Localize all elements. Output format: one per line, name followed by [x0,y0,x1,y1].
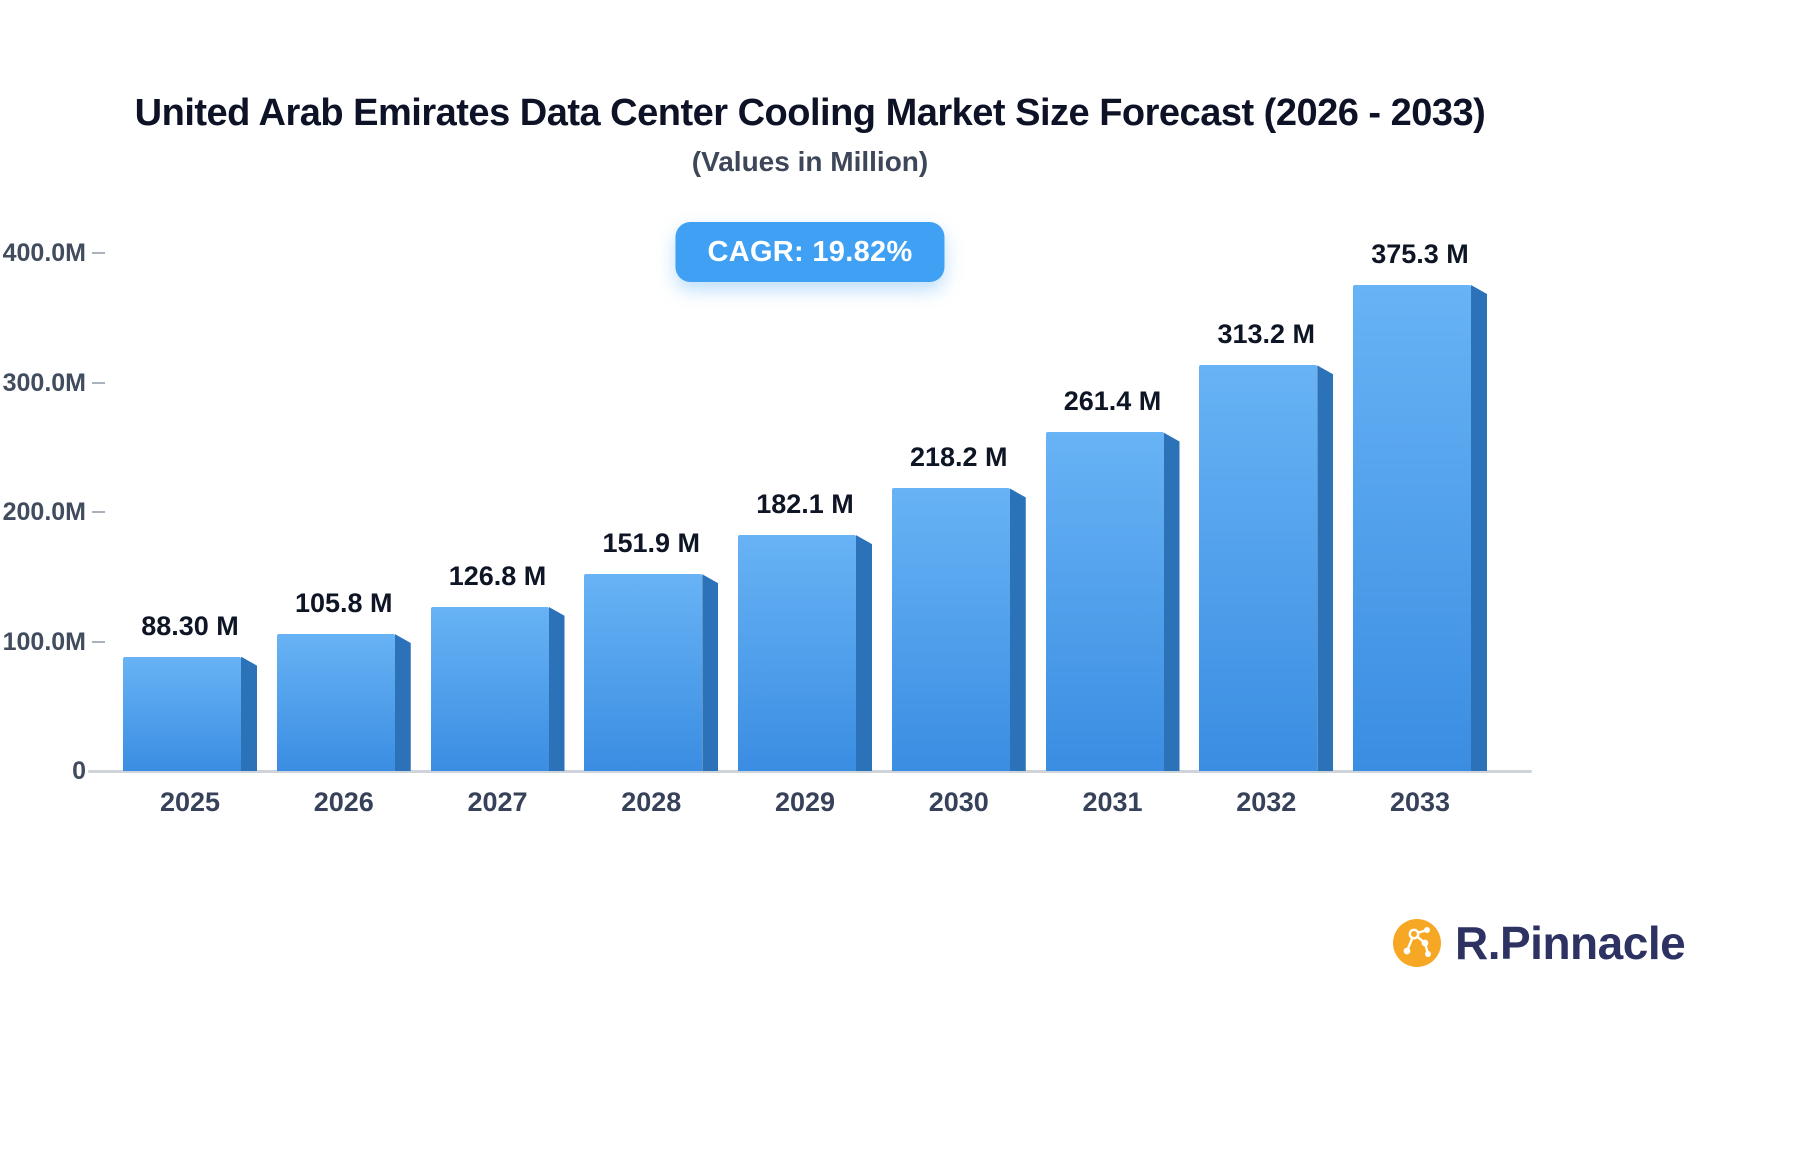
x-axis-category-label: 2025 [159,787,221,817]
x-axis-category-label: 2029 [774,787,836,817]
brand-logo: R.Pinnacle [1393,916,1686,970]
y-axis-tick-label: 300.0M [2,368,86,397]
y-axis-tick-mark [92,252,105,254]
bar-value-label: 182.1 M [756,489,854,520]
x-axis-category-label: 2030 [928,787,989,817]
chart-subtitle: (Values in Million) [691,146,929,177]
cagr-badge: CAGR: 19.82% [675,222,945,282]
chart-title: United Arab Emirates Data Center Cooling… [134,92,1486,134]
bar-3d-side [394,633,411,771]
y-axis-tick-mark [92,640,105,643]
y-axis-tick-label: 400.0M [2,239,86,267]
bar-value-label: 261.4 M [1063,386,1162,417]
bar-3d-side [1163,432,1180,771]
x-axis-line [88,770,1532,773]
bar [891,488,1010,771]
bar [123,656,241,771]
bar [1045,432,1164,771]
x-axis-category-label: 2026 [313,787,374,817]
bar [1353,284,1471,771]
bar [1199,365,1318,771]
bar-3d-side [1009,488,1026,771]
bar [738,535,856,771]
bar [584,574,703,771]
bar-value-label: 218.2 M [909,442,1008,473]
bar-3d-side [1317,365,1334,771]
y-axis-tick-mark [92,381,105,384]
bar-value-label: 126.8 M [448,560,547,591]
bar-value-label: 88.30 M [141,610,239,641]
bar-value-label: 105.8 M [294,587,393,618]
y-axis-tick-mark [92,511,105,513]
bar-3d-side [702,574,719,771]
bar-3d-side [548,606,565,771]
y-axis-tick-label: 0 [72,757,86,785]
y-axis-tick-label: 100.0M [2,627,86,656]
bar-3d-side [856,535,872,771]
bar-value-label: 151.9 M [602,528,701,559]
chart-header: United Arab Emirates Data Center Cooling… [0,0,1620,300]
x-axis-category-label: 2027 [467,787,528,817]
cagr-badge-label: CAGR: 19.82% [707,235,913,268]
brand-logo-text: R.Pinnacle [1455,917,1686,969]
brand-logo-icon [1393,919,1441,967]
bar-value-label: 375.3 M [1371,238,1469,269]
y-axis-tick-label: 200.0M [2,498,86,526]
bar-value-label: 313.2 M [1217,319,1316,350]
bar [276,633,395,771]
x-axis-category-label: 2032 [1236,787,1297,817]
x-axis-category-label: 2031 [1082,787,1143,817]
x-axis-category-label: 2033 [1389,787,1451,817]
bar [430,606,549,771]
x-axis-category-label: 2028 [621,787,682,817]
bar-3d-side [1471,284,1487,771]
bar-3d-side [241,656,257,771]
